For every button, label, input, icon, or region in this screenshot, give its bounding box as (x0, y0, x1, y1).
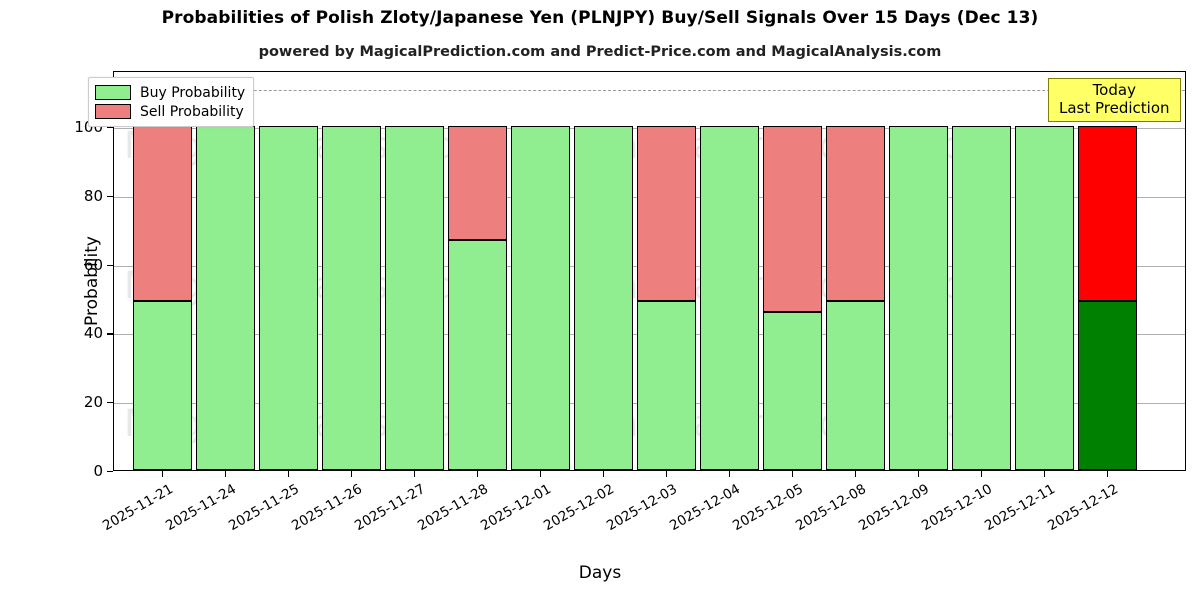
bar-segment-buy[interactable] (952, 126, 1011, 470)
bar-group[interactable] (952, 72, 1011, 470)
legend-swatch-sell-icon (95, 104, 131, 119)
bar-group[interactable] (385, 72, 444, 470)
bar-segment-buy[interactable] (574, 126, 633, 470)
bar-segment-buy[interactable] (448, 239, 507, 470)
reference-line (114, 90, 1185, 92)
bar-segment-buy[interactable] (133, 301, 192, 470)
bar-segment-buy[interactable] (259, 126, 318, 470)
legend-swatch-buy-icon (95, 85, 131, 100)
bar-group[interactable] (889, 72, 948, 470)
legend-item-buy: Buy Probability (95, 83, 245, 102)
x-tick-mark (728, 471, 730, 477)
x-tick-mark (350, 471, 352, 477)
x-tick-mark (161, 471, 163, 477)
x-axis-label: Days (578, 563, 622, 583)
bar-segment-buy[interactable] (196, 126, 255, 470)
x-tick-mark (602, 471, 604, 477)
legend-item-sell: Sell Probability (95, 102, 245, 121)
bar-group[interactable] (322, 72, 381, 470)
bars-layer (114, 72, 1185, 470)
legend-label-buy: Buy Probability (140, 84, 246, 101)
x-tick-mark (980, 471, 982, 477)
bar-segment-sell[interactable] (826, 126, 885, 302)
y-tick-mark (107, 471, 113, 473)
bar-group[interactable] (763, 72, 822, 470)
y-axis-label: Probability (82, 236, 102, 326)
bar-segment-sell[interactable] (1078, 126, 1137, 302)
y-tick-label: 0 (93, 462, 103, 480)
bar-group[interactable] (1015, 72, 1074, 470)
bar-group[interactable] (259, 72, 318, 470)
bar-segment-buy[interactable] (385, 126, 444, 470)
bar-segment-buy[interactable] (1015, 126, 1074, 470)
x-tick-mark (413, 471, 415, 477)
x-tick-mark (476, 471, 478, 477)
y-tick-mark (107, 264, 113, 266)
bar-group[interactable] (574, 72, 633, 470)
legend-label-sell: Sell Probability (140, 103, 244, 120)
today-annotation: Today Last Prediction (1048, 78, 1181, 123)
bar-group[interactable] (448, 72, 507, 470)
bar-segment-sell[interactable] (133, 126, 192, 302)
bar-segment-sell[interactable] (448, 126, 507, 240)
bar-segment-buy[interactable] (889, 126, 948, 470)
chart-legend: Buy Probability Sell Probability (88, 77, 255, 127)
chart-title: Probabilities of Polish Zloty/Japanese Y… (161, 8, 1039, 28)
y-tick-mark (107, 333, 113, 335)
bar-group[interactable] (1078, 72, 1137, 470)
bar-group[interactable] (700, 72, 759, 470)
bar-group[interactable] (511, 72, 570, 470)
today-annotation-line1: Today (1092, 81, 1136, 99)
bar-segment-sell[interactable] (763, 126, 822, 312)
x-tick-mark (1043, 471, 1045, 477)
x-tick-mark (1106, 471, 1108, 477)
bar-segment-sell[interactable] (637, 126, 696, 302)
bar-segment-buy[interactable] (322, 126, 381, 470)
y-tick-mark (107, 402, 113, 404)
x-tick-mark (287, 471, 289, 477)
x-tick-mark (917, 471, 919, 477)
x-tick-mark (539, 471, 541, 477)
today-annotation-line2: Last Prediction (1059, 98, 1170, 117)
x-tick-mark (224, 471, 226, 477)
y-tick-label: 60 (83, 255, 103, 274)
bar-segment-buy[interactable] (637, 301, 696, 470)
y-tick-label: 20 (83, 393, 103, 412)
y-tick-label: 40 (83, 324, 103, 343)
plot-area: MagicalAnalysis.comMagicalPrediction.com… (113, 71, 1186, 471)
y-tick-label: 80 (83, 186, 103, 205)
bar-segment-buy[interactable] (1078, 301, 1137, 470)
bar-segment-buy[interactable] (700, 126, 759, 470)
x-tick-mark (791, 471, 793, 477)
bar-segment-buy[interactable] (511, 126, 570, 470)
bar-group[interactable] (133, 72, 192, 470)
x-tick-mark (854, 471, 856, 477)
chart-subtitle: powered by MagicalPrediction.com and Pre… (258, 44, 942, 60)
bar-segment-buy[interactable] (826, 301, 885, 470)
y-tick-mark (107, 127, 113, 129)
bar-group[interactable] (637, 72, 696, 470)
bar-group[interactable] (826, 72, 885, 470)
bar-group[interactable] (196, 72, 255, 470)
x-tick-mark (665, 471, 667, 477)
bar-segment-buy[interactable] (763, 311, 822, 470)
y-tick-mark (107, 195, 113, 198)
